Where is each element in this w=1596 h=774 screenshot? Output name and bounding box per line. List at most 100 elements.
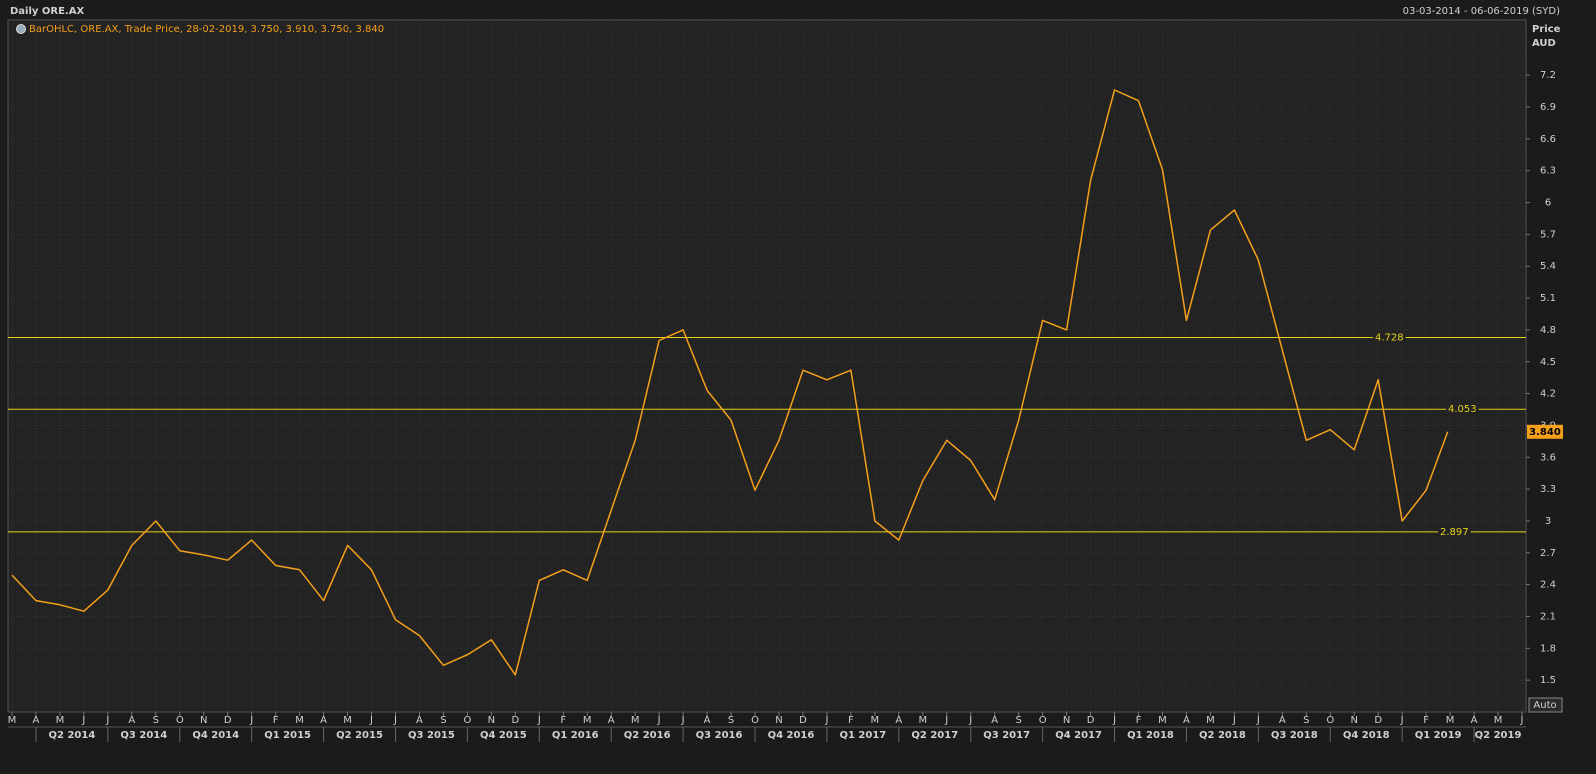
quarter-label: Q1 2016 xyxy=(552,730,599,741)
x-tick-label: M xyxy=(56,715,65,726)
x-tick-label: J xyxy=(1232,715,1236,726)
quarter-label: Q3 2016 xyxy=(696,730,743,741)
auto-button-label[interactable]: Auto xyxy=(1533,700,1556,711)
quarter-label: Q2 2017 xyxy=(911,730,958,741)
y-tick-label: 5.7 xyxy=(1540,229,1556,240)
x-tick-label: M xyxy=(583,715,592,726)
x-tick-label: A xyxy=(895,715,902,726)
x-tick-label: M xyxy=(1494,715,1503,726)
quarter-label: Q4 2018 xyxy=(1343,730,1390,741)
y-tick-label: 3.3 xyxy=(1540,484,1556,495)
reference-label: 2.897 xyxy=(1440,527,1469,538)
x-tick-label: M xyxy=(1206,715,1215,726)
x-tick-label: A xyxy=(1279,715,1286,726)
plot-area xyxy=(7,19,1527,713)
quarter-label: Q3 2014 xyxy=(120,730,167,741)
quarter-label: Q2 2015 xyxy=(336,730,383,741)
quarter-label: Q2 2014 xyxy=(49,730,96,741)
reference-label-bg xyxy=(1446,404,1479,416)
y-tick-label: 6.3 xyxy=(1540,166,1556,177)
x-tick-label: F xyxy=(1136,715,1142,726)
legend-entry: BarOHLC, ORE.AX, Trade Price, 28-02-2019… xyxy=(29,24,384,35)
quarter-label: Q1 2017 xyxy=(839,730,886,741)
date-range: 03-03-2014 - 06-06-2019 (SYD) xyxy=(1403,6,1560,17)
quarter-label: Q2 2019 xyxy=(1475,730,1522,741)
x-tick-label: J xyxy=(249,715,253,726)
price-line xyxy=(11,89,1449,676)
quarter-label: Q4 2016 xyxy=(768,730,815,741)
x-tick-label: S xyxy=(1303,715,1309,726)
x-tick-label: F xyxy=(1423,715,1429,726)
x-tick-label: M xyxy=(1446,715,1455,726)
x-tick-label: J xyxy=(1112,715,1116,726)
x-tick-label: O xyxy=(176,715,184,726)
last-price-badge xyxy=(1527,424,1563,439)
x-tick-label: A xyxy=(608,715,615,726)
x-tick-label: M xyxy=(1158,715,1167,726)
x-tick-label: J xyxy=(968,715,972,726)
quarter-label: Q3 2017 xyxy=(983,730,1030,741)
quarter-label: Q2 2018 xyxy=(1199,730,1246,741)
quarter-label: Q4 2015 xyxy=(480,730,527,741)
x-tick-label: N xyxy=(1063,715,1070,726)
x-tick-label: A xyxy=(1183,715,1190,726)
y-tick-label: 4.8 xyxy=(1540,325,1556,336)
x-tick-label: D xyxy=(511,715,519,726)
y-tick-label: 5.4 xyxy=(1540,261,1556,272)
y-tick-label: 6.6 xyxy=(1540,134,1556,145)
y-tick-label: 3 xyxy=(1545,516,1551,527)
x-tick-label: N xyxy=(775,715,782,726)
x-tick-label: F xyxy=(560,715,566,726)
x-tick-label: A xyxy=(320,715,327,726)
reference-label-bg xyxy=(1373,332,1406,344)
x-tick-label: S xyxy=(153,715,159,726)
x-tick-label: N xyxy=(488,715,495,726)
x-tick-label: O xyxy=(751,715,759,726)
x-tick-label: D xyxy=(1374,715,1382,726)
y-tick-label: 4.2 xyxy=(1540,389,1556,400)
quarter-label: Q3 2018 xyxy=(1271,730,1318,741)
chart-title: Daily ORE.AX xyxy=(10,6,84,17)
x-tick-label: J xyxy=(1520,715,1524,726)
x-tick-label: D xyxy=(799,715,807,726)
x-tick-label: F xyxy=(273,715,279,726)
quarter-label: Q1 2018 xyxy=(1127,730,1174,741)
y-tick-label: 2.4 xyxy=(1540,580,1556,591)
x-tick-label: M xyxy=(295,715,304,726)
x-tick-label: J xyxy=(105,715,109,726)
y-tick-label: 6 xyxy=(1545,198,1551,209)
x-tick-label: A xyxy=(33,715,40,726)
x-tick-label: S xyxy=(728,715,734,726)
y-axis-unit: AUD xyxy=(1532,38,1556,49)
x-tick-label: J xyxy=(944,715,948,726)
x-tick-label: D xyxy=(224,715,232,726)
x-tick-label: J xyxy=(537,715,541,726)
reference-label: 4.053 xyxy=(1448,404,1477,415)
reference-label: 4.728 xyxy=(1375,333,1404,344)
quarter-label: Q3 2015 xyxy=(408,730,455,741)
x-tick-label: M xyxy=(631,715,640,726)
x-tick-label: J xyxy=(824,715,828,726)
auto-button[interactable] xyxy=(1528,697,1563,713)
x-tick-label: J xyxy=(1400,715,1404,726)
x-tick-label: J xyxy=(681,715,685,726)
x-tick-label: M xyxy=(871,715,880,726)
x-tick-label: F xyxy=(848,715,854,726)
x-tick-label: S xyxy=(440,715,446,726)
y-axis-title: Price xyxy=(1532,24,1561,35)
y-tick-label: 4.5 xyxy=(1540,357,1556,368)
x-tick-label: J xyxy=(81,715,85,726)
y-tick-label: 3.6 xyxy=(1540,452,1556,463)
x-tick-label: M xyxy=(8,715,17,726)
reference-label-bg xyxy=(1438,526,1471,538)
x-tick-label: J xyxy=(393,715,397,726)
x-tick-label: N xyxy=(1350,715,1357,726)
y-tick-label: 1.5 xyxy=(1540,675,1556,686)
x-tick-label: J xyxy=(657,715,661,726)
x-tick-label: N xyxy=(200,715,207,726)
legend-icon xyxy=(16,24,26,34)
x-tick-label: A xyxy=(128,715,135,726)
last-price-label: 3.840 xyxy=(1529,427,1561,438)
x-tick-label: M xyxy=(343,715,352,726)
